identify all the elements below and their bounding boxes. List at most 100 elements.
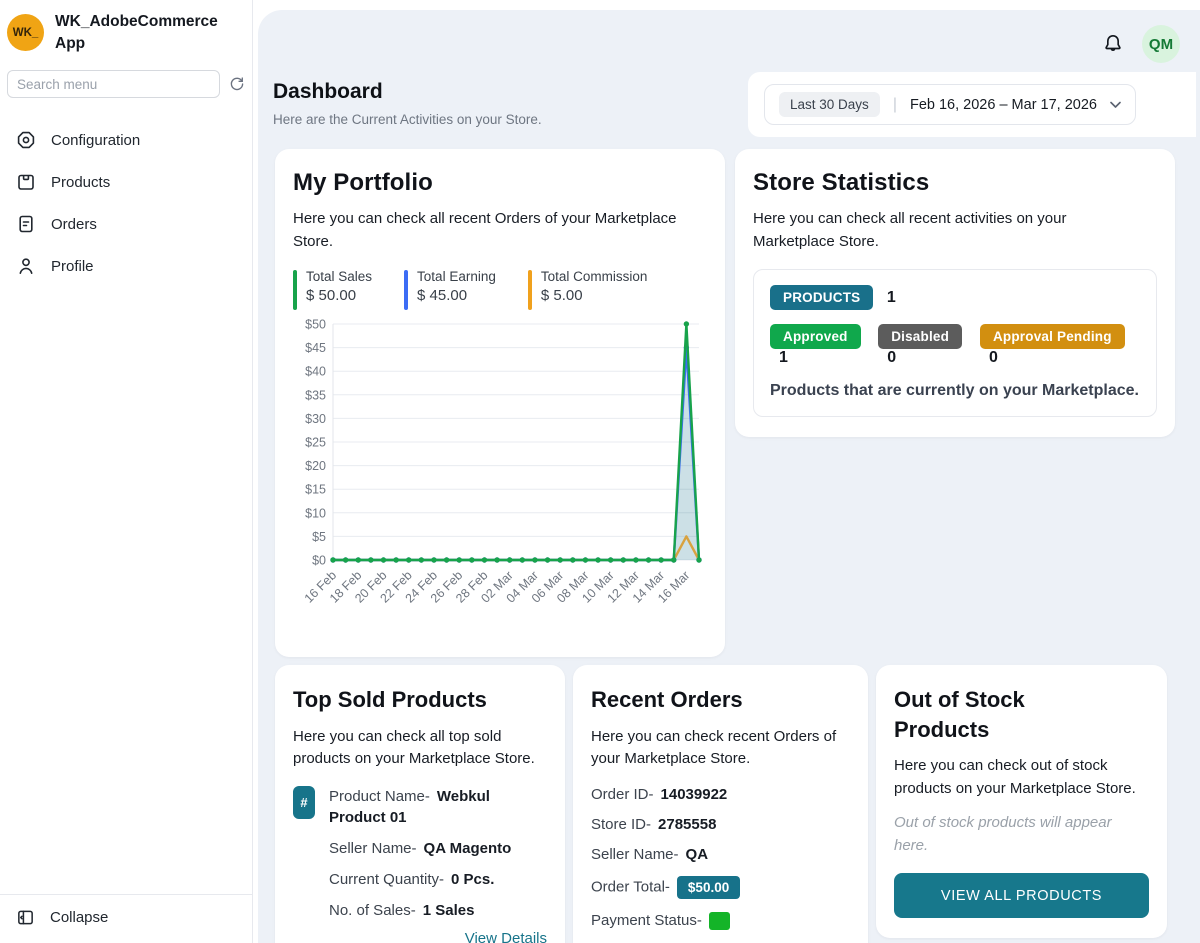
order-total-row: Order Total- $50.00 [591,876,850,899]
approved-count: 1 [779,349,788,366]
svg-text:$50: $50 [305,318,326,332]
hash-icon: # [293,786,315,819]
top-sold-title: Top Sold Products [293,685,547,715]
products-badge: PRODUCTS [770,285,873,310]
portfolio-line-chart: $0$5$10$15$20$25$30$35$40$45$5016 Feb18 … [293,314,707,632]
out-of-stock-subtitle: Here you can check out of stock products… [894,755,1149,800]
page-subtitle: Here are the Current Activities on your … [273,112,542,127]
page-title: Dashboard [273,80,542,104]
collapse-label: Collapse [50,909,108,926]
store-stats-title: Store Statistics [753,169,1157,197]
current-quantity-row: Current Quantity- 0 Pcs. [329,869,547,891]
legend-label: Total Sales [306,269,372,284]
sidebar-item-profile[interactable]: Profile [0,245,252,287]
field-value: QA Magento [424,840,512,857]
field-label: Seller Name- [591,846,679,863]
svg-text:$15: $15 [305,483,326,497]
legend-item-total-commission: Total Commission $ 5.00 [528,269,648,310]
view-all-products-button[interactable]: VIEW ALL PRODUCTS [894,873,1149,918]
out-of-stock-empty-note: Out of stock products will appear here. [894,812,1149,857]
products-stats-box: PRODUCTS 1 Approved 1 Disabled 0 [753,269,1157,417]
seller-value: QA [686,846,709,863]
top-sold-subtitle: Here you can check all top sold products… [293,726,547,771]
field-label: Store ID- [591,816,651,833]
out-of-stock-card: Out of Stock Products Here you can check… [876,665,1167,938]
approval-pending-count: 0 [989,349,998,366]
search-input[interactable] [7,70,220,98]
svg-text:$30: $30 [305,412,326,426]
payment-status-swatch [709,912,730,930]
chevron-down-icon [1110,101,1121,109]
store-id-row: Store ID- 2785558 [591,816,850,833]
field-label: Order Total- [591,878,670,895]
sidebar: WK_ WK_AdobeCommerce App Configuration [0,0,253,943]
field-label: Order ID- [591,786,654,803]
top-sold-item: # Product Name-Webkul Product 01 Seller … [293,786,547,943]
disabled-count: 0 [887,349,896,366]
chart-legend: Total Sales $ 50.00 Total Earning $ 45.0… [293,269,707,310]
store-id-value: 2785558 [658,816,716,833]
sidebar-item-label: Orders [51,216,97,233]
sidebar-nav: Configuration Products Orders [0,119,252,287]
disabled-badge: Disabled [878,324,962,349]
top-sold-products-card: Top Sold Products Here you can check all… [275,665,565,943]
order-total-badge: $50.00 [677,876,740,899]
sidebar-item-label: Configuration [51,132,140,149]
store-statistics-card: Store Statistics Here you can check all … [735,149,1175,437]
refresh-icon[interactable] [229,76,245,92]
portfolio-subtitle: Here you can check all recent Orders of … [293,208,707,253]
payment-status-row: Payment Status- [591,912,850,930]
store-stats-subtitle: Here you can check all recent activities… [753,208,1113,253]
svg-text:$10: $10 [305,506,326,520]
collapse-panel-icon [16,908,35,927]
recent-orders-title: Recent Orders [591,685,850,715]
legend-color-bar [404,270,408,310]
date-range-selector[interactable]: Last 30 Days | Feb 16, 2026 – Mar 17, 20… [764,84,1136,125]
sidebar-item-orders[interactable]: Orders [0,203,252,245]
notifications-bell-icon[interactable] [1102,33,1124,55]
brand: WK_ WK_AdobeCommerce App [0,0,252,60]
date-range-text: Feb 16, 2026 – Mar 17, 2026 [910,97,1097,113]
legend-item-total-earning: Total Earning $ 45.00 [404,269,496,310]
legend-color-bar [528,270,532,310]
legend-value: $ 50.00 [306,287,372,304]
products-count: 1 [887,289,896,306]
field-label: Current Quantity- [329,871,444,888]
date-filter-container: Last 30 Days | Feb 16, 2026 – Mar 17, 20… [748,72,1196,137]
seller-name-row: Seller Name- QA Magento [329,838,547,860]
field-value: 1 Sales [423,902,475,919]
document-icon [16,214,36,234]
package-icon [16,172,36,192]
view-details-link[interactable]: View Details [465,930,547,943]
approval-pending-badge: Approval Pending [980,324,1125,349]
approved-badge: Approved [770,324,861,349]
field-label: Seller Name- [329,840,417,857]
legend-label: Total Commission [541,269,648,284]
legend-label: Total Earning [417,269,496,284]
sidebar-item-configuration[interactable]: Configuration [0,119,252,161]
my-portfolio-card: My Portfolio Here you can check all rece… [275,149,725,657]
page-heading: Dashboard Here are the Current Activitie… [273,80,542,127]
svg-text:$40: $40 [305,365,326,379]
no-of-sales-row: No. of Sales-1 Sales [329,900,547,922]
gear-icon [16,130,36,150]
sidebar-item-products[interactable]: Products [0,161,252,203]
sidebar-item-label: Profile [51,258,94,275]
legend-value: $ 45.00 [417,287,496,304]
field-value: 0 Pcs. [451,871,494,888]
order-id-value: 14039922 [661,786,728,803]
portfolio-title: My Portfolio [293,169,707,197]
svg-text:$0: $0 [312,554,326,568]
app-title: WK_AdobeCommerce App [55,11,244,54]
user-avatar[interactable]: QM [1142,25,1180,63]
field-label: Product Name- [329,788,430,805]
field-label: Payment Status- [591,912,702,929]
order-id-row: Order ID- 14039922 [591,786,850,803]
divider: | [893,96,897,114]
svg-text:$20: $20 [305,459,326,473]
collapse-sidebar-button[interactable]: Collapse [0,894,252,943]
stats-footer-text: Products that are currently on your Mark… [770,382,1140,400]
legend-item-total-sales: Total Sales $ 50.00 [293,269,372,310]
svg-text:$25: $25 [305,436,326,450]
svg-text:$5: $5 [312,530,326,544]
